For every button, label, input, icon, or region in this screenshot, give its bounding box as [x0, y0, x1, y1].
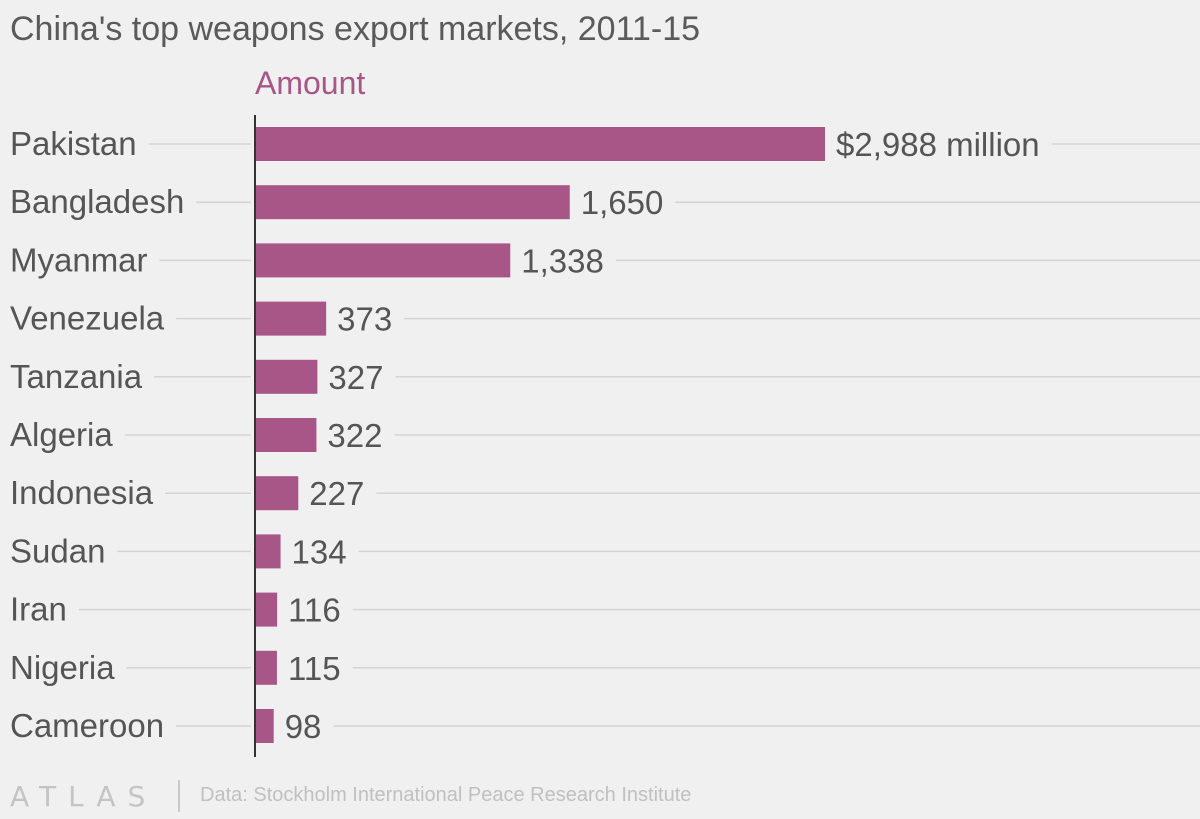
footer: ATLAS Data: Stockholm International Peac…	[0, 772, 1200, 817]
category-label: Tanzania	[10, 358, 143, 395]
category-label: Algeria	[10, 416, 113, 453]
bar	[255, 476, 299, 511]
category-label: Cameroon	[10, 707, 164, 744]
atlas-logo: ATLAS	[10, 780, 158, 813]
bar	[255, 243, 511, 278]
bar	[255, 650, 277, 685]
footer-divider	[178, 780, 180, 812]
bar	[255, 301, 327, 336]
value-label: 1,338	[521, 242, 604, 279]
source-note: Data: Stockholm International Peace Rese…	[200, 784, 692, 806]
bar	[255, 709, 274, 743]
value-label: 322	[327, 417, 382, 454]
value-label: 115	[288, 650, 341, 687]
value-label: 327	[328, 359, 383, 396]
value-label: 134	[292, 533, 347, 570]
value-label: 1,650	[581, 184, 664, 221]
value-label: $2,988 million	[836, 126, 1040, 163]
bar	[255, 185, 570, 220]
value-label: 98	[285, 708, 322, 745]
category-label: Venezuela	[10, 300, 165, 337]
value-label: 373	[337, 301, 392, 338]
value-label: 227	[309, 475, 364, 512]
value-label: 116	[288, 592, 341, 629]
category-label: Sudan	[10, 532, 105, 569]
bar	[255, 418, 317, 452]
category-label: Myanmar	[10, 241, 148, 278]
bar	[255, 592, 278, 627]
category-label: Nigeria	[10, 649, 115, 686]
chart-title: China's top weapons export markets, 2011…	[10, 10, 701, 48]
category-label: Iran	[10, 591, 67, 628]
series-label: Amount	[255, 65, 365, 101]
category-label: Bangladesh	[10, 183, 184, 220]
category-label: Indonesia	[10, 474, 154, 511]
category-label: Pakistan	[10, 125, 137, 162]
bar	[255, 359, 318, 394]
bar	[255, 534, 281, 569]
bar	[255, 127, 825, 161]
